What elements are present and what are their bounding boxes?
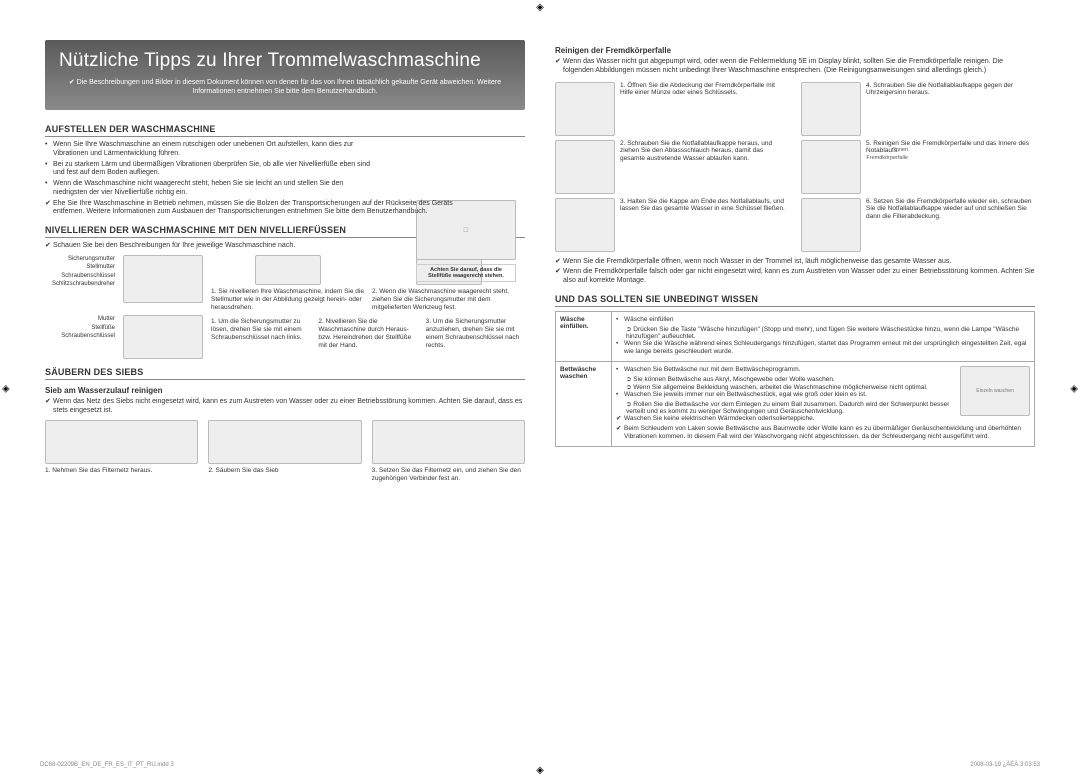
arrow-label: Fremdkörperfalle (866, 155, 908, 161)
tip: Wenn Sie die Wäsche während eines Schleu… (624, 340, 1030, 356)
sec3-check-list: Wenn das Netz des Siebs nicht eingesetzt… (45, 398, 525, 416)
tip: Waschen Sie Bettwäsche nur mit dem Bettw… (624, 366, 1030, 374)
step: 3. Um die Sicherungsmutter anzuziehen, d… (426, 318, 525, 349)
main-title: Nützliche Tipps zu Ihrer Trommelwaschmas… (59, 50, 511, 72)
sec3-title: SÄUBERN DES SIEBS (45, 367, 525, 380)
diagram (372, 420, 525, 464)
crop-mark-left: ◈ (2, 384, 10, 395)
caption: 3. Setzen Sie das Filternetz ein, und zi… (372, 467, 525, 483)
sec3-check: Wenn das Netz des Siebs nicht eingesetzt… (53, 398, 525, 416)
label: Stellmutter (45, 263, 115, 271)
sec5-title: UND DAS SOLLTEN SIE UNBEDINGT WISSEN (555, 294, 1035, 307)
table-row: Wäsche einfüllen. Wäsche einfüllen ➲ Drü… (556, 311, 1035, 361)
footer-date: 2008-03-19 ¿ÀÈÄ 3:03:53 (970, 762, 1040, 768)
diagram (208, 420, 361, 464)
right-page: Reinigen der Fremdkörperfalle Wenn das W… (540, 40, 1050, 753)
step: 1. Um die Sicherungsmutter zu lösen, dre… (211, 318, 310, 341)
sec4-check-list: Wenn das Wasser nicht gut abgepumpt wird… (555, 58, 1035, 76)
label: Schlitzschraubendreher (45, 280, 115, 288)
label: Mutter (45, 315, 115, 323)
sec4-title: Reinigen der Fremdkörperfalle (555, 46, 1035, 55)
cleaning-steps-grid: 1. Öffnen Sie die Abdeckung der Fremdkör… (555, 82, 1035, 252)
label: Stellfüße (45, 324, 115, 332)
row-content: Einzeln waschen Waschen Sie Bettwäsche n… (612, 362, 1035, 447)
sec1-item: Wenn Sie Ihre Waschmaschine an einem rut… (53, 141, 375, 159)
part-labels-top: Sicherungsmutter Stellmutter Schraubensc… (45, 255, 115, 311)
row-content: Wäsche einfüllen ➲ Drücken Sie die Taste… (612, 311, 1035, 361)
sec4-check: Wenn das Wasser nicht gut abgepumpt wird… (563, 58, 1035, 76)
caption: 2. Säubern Sie das Sieb (208, 467, 361, 475)
step-text: 4. Schrauben Sie die Notfallablaufkappe … (866, 82, 1035, 136)
crop-mark-top: ◈ (536, 2, 544, 13)
banner-note: ✔ Die Beschreibungen und Bilder in diese… (59, 78, 511, 96)
note: Wenn die Fremdkörperfalle falsch oder ga… (563, 268, 1035, 286)
step: 1. Sie nivellieren Ihre Waschmaschine, i… (211, 288, 364, 311)
note: Wenn Sie die Fremdkörperfalle öffnen, we… (563, 258, 1035, 267)
tip: Waschen Sie keine elektrischen Wärmdecke… (624, 415, 1030, 423)
step-cell: 1. Öffnen Sie die Abdeckung der Fremdkör… (555, 82, 789, 136)
caption: 1. Nehmen Sie das Filternetz heraus. (45, 467, 198, 475)
tips-table: Wäsche einfüllen. Wäsche einfüllen ➲ Drü… (555, 311, 1035, 447)
step-cell: Innen Fremdkörperfalle 5. Reinigen Sie d… (801, 140, 1035, 194)
siebe-steps: 1. Nehmen Sie das Filternetz heraus. 2. … (45, 420, 525, 483)
crop-mark-right: ◈ (1070, 384, 1078, 395)
step-text: 6. Setzen Sie die Fremdkörperfalle wiede… (866, 198, 1035, 252)
diagram (555, 82, 615, 136)
tip: Waschen Sie jeweils immer nur ein Bettwä… (624, 391, 1030, 399)
tip-sub: ➲ Drücken Sie die Taste "Wäsche hinzufüg… (626, 325, 1030, 340)
step: 2. Wenn die Waschmaschine waagerecht ste… (372, 288, 525, 311)
step-text: 1. Öffnen Sie die Abdeckung der Fremdkör… (620, 82, 789, 136)
sec1-title: AUFSTELLEN DER WASCHMASCHINE (45, 124, 525, 137)
page-footer: DC68-02209B_EN_DE_FR_ES_IT_PT_RU.indd 3 … (40, 762, 1040, 768)
title-banner: Nützliche Tipps zu Ihrer Trommelwaschmas… (45, 40, 525, 110)
part-labels-bot: Mutter Stellfüße Schraubenschlüssel (45, 315, 115, 359)
step-text: 2. Schrauben Sie die Notfallablaufkappe … (620, 140, 789, 194)
step-cell: 4. Schrauben Sie die Notfallablaufkappe … (801, 82, 1035, 136)
table-row: Bettwäsche waschen Einzeln waschen Wasch… (556, 362, 1035, 447)
sieb-step: 3. Setzen Sie das Filternetz ein, und zi… (372, 420, 525, 483)
step-cell: 2. Schrauben Sie die Notfallablaufkappe … (555, 140, 789, 194)
step-cell: 3. Halten Sie die Kappe am Ende des Notf… (555, 198, 789, 252)
sieb-step: 2. Säubern Sie das Sieb (208, 420, 361, 483)
row-label: Wäsche einfüllen. (556, 311, 612, 361)
washer-caption: Achten Sie darauf, dass die Stellfüße wa… (416, 264, 516, 282)
step-text: 3. Halten Sie die Kappe am Ende des Notf… (620, 198, 789, 252)
diagram: Innen Fremdkörperfalle (801, 140, 861, 194)
diagram (555, 140, 615, 194)
step: 2. Nivellieren Sie die Waschmaschine dur… (318, 318, 417, 349)
tip: Beim Schleudern von Laken sowie Bettwäsc… (624, 425, 1030, 441)
diagram (555, 198, 615, 252)
label: Schraubenschlüssel (45, 272, 115, 280)
row-label: Bettwäsche waschen (556, 362, 612, 447)
diagram (123, 315, 203, 359)
sec3-sub: Sieb am Wasserzulauf reinigen (45, 386, 525, 395)
sec1-item: Wenn die Waschmaschine nicht waagerecht … (53, 180, 375, 198)
sieb-step: 1. Nehmen Sie das Filternetz heraus. (45, 420, 198, 483)
left-page: Nützliche Tipps zu Ihrer Trommelwaschmas… (30, 40, 540, 753)
step-text: 5. Reinigen Sie die Fremdkörperfalle und… (866, 140, 1035, 194)
label: Sicherungsmutter (45, 255, 115, 263)
sec1-list: Wenn Sie Ihre Waschmaschine an einem rut… (45, 141, 375, 217)
sec1-item: Bei zu starkem Lärm und übermäßigen Vibr… (53, 161, 375, 179)
diagram (123, 255, 203, 303)
tip: Wäsche einfüllen (624, 316, 1030, 324)
sec4-notes: Wenn Sie die Fremdkörperfalle öffnen, we… (555, 258, 1035, 286)
diagram (801, 82, 861, 136)
diagram (255, 255, 321, 285)
step-cell: 6. Setzen Sie die Fremdkörperfalle wiede… (801, 198, 1035, 252)
diagram (45, 420, 198, 464)
label: Schraubenschlüssel (45, 332, 115, 340)
sec2-check: Schauen Sie bei den Beschreibungen für I… (53, 242, 525, 251)
leveling-row-2: Mutter Stellfüße Schraubenschlüssel 1. U… (45, 315, 525, 359)
footer-file: DC68-02209B_EN_DE_FR_ES_IT_PT_RU.indd 3 (40, 762, 174, 768)
diagram (801, 198, 861, 252)
sec2-check-list: Schauen Sie bei den Beschreibungen für I… (45, 242, 525, 251)
page-spread: Nützliche Tipps zu Ihrer Trommelwaschmas… (0, 0, 1080, 778)
sec1-check: Ehe Sie Ihre Waschmaschine in Betrieb ne… (53, 200, 483, 218)
arrow-label: Innen (894, 147, 908, 153)
